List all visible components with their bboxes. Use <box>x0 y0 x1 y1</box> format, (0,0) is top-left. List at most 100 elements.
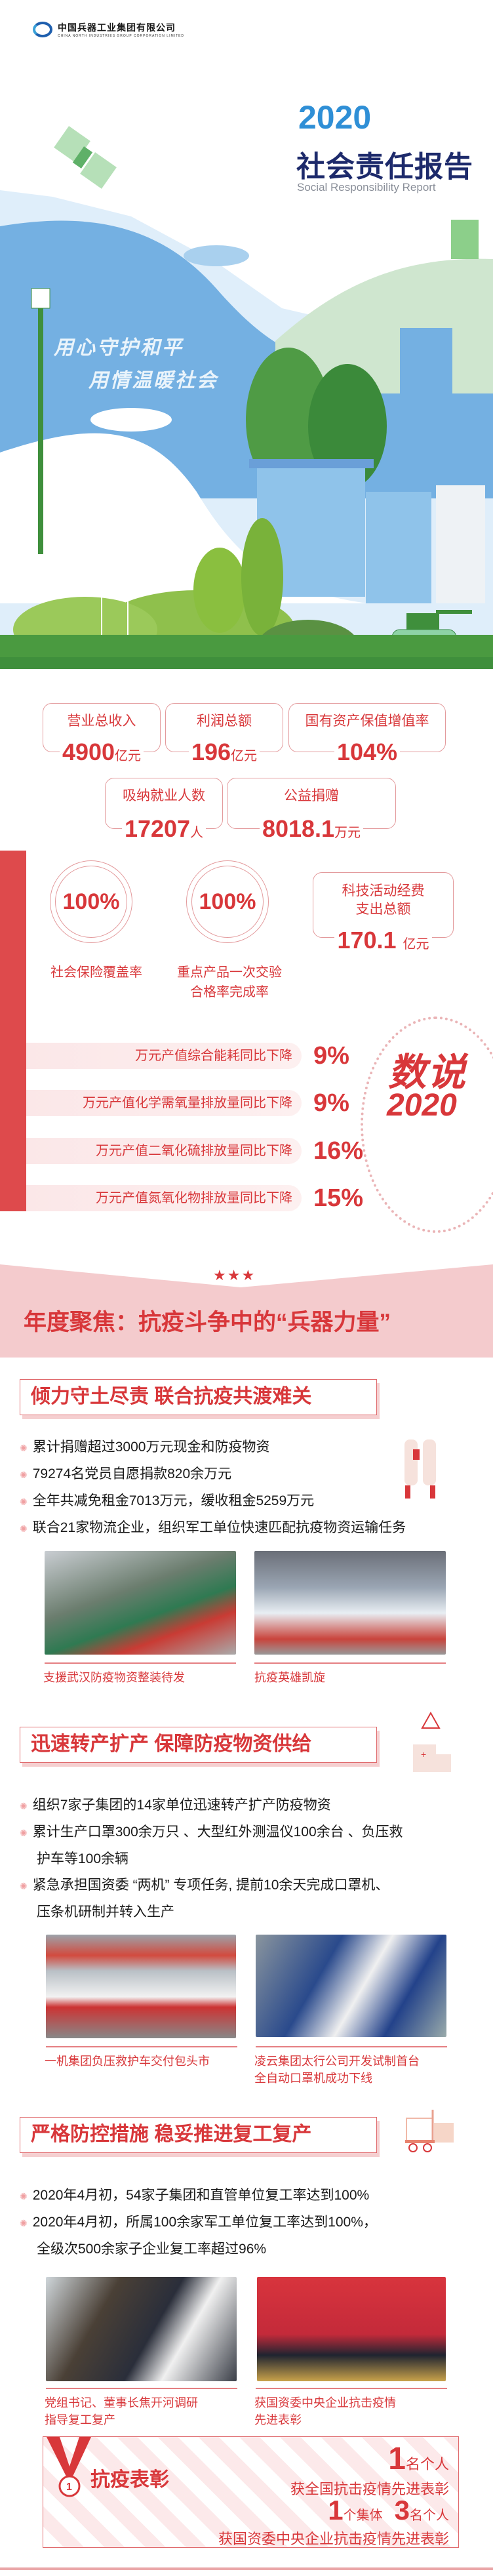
watchtower-icon <box>451 220 479 259</box>
rate-label-line1: 重点产品一次交验 <box>177 965 282 980</box>
stat-label: 国有资产保值增值率 <box>305 714 429 729</box>
building-icon <box>366 492 431 603</box>
rate-label: 重点产品一次交验 合格率完成率 <box>164 963 295 1002</box>
reduction-label: 万元产值化学需氧量排放量同比下降 <box>26 1090 302 1116</box>
rate-circle-inspection: 100% <box>186 860 269 943</box>
medical-workers-icon <box>404 1439 436 1499</box>
bullet-list: ✺ 组织7家子集团的14家单位迅速转产扩产防疫物资 ✺ 累计生产口罩300余万只 、… <box>20 1792 403 1925</box>
award-count: 1 <box>328 2495 344 2526</box>
rate-label: 社会保险覆盖率 <box>50 965 142 980</box>
bullet-icon: ✺ <box>20 1443 28 1453</box>
rate-label-line2: 合格率完成率 <box>190 985 269 999</box>
warning-box-icon: + <box>413 1712 451 1772</box>
ground <box>0 656 493 669</box>
reduction-label: 万元产值二氧化硫排放量同比下降 <box>26 1138 302 1164</box>
stat-label: 科技活动经费 <box>342 883 425 898</box>
photo-heroes-return <box>254 1551 446 1655</box>
bullet-item: ✺ 累计捐赠超过3000万元现金和防疫物资 <box>20 1439 270 1455</box>
reduction-label: 万元产值氮氧化物排放量同比下降 <box>26 1185 302 1211</box>
caption-divider <box>46 2388 237 2389</box>
bullet-item: ✺ 2020年4月初，54家子集团和直管单位复工率达到100% <box>20 2188 370 2203</box>
caption-divider <box>256 2388 447 2389</box>
cloud-icon <box>184 245 249 266</box>
bullet-item: ✺ 79274名党员自愿捐款820余万元 <box>20 1466 232 1481</box>
logo-name-en: CHINA NORTH INDUSTRIES GROUP CORPORATION… <box>58 34 185 38</box>
bullet-icon: ✺ <box>20 1828 28 1838</box>
red-sidebar <box>0 851 26 1211</box>
stat-unit: 万元 <box>334 826 361 840</box>
photo-caption: 一机集团负压救护车交付包头市 <box>45 2055 210 2068</box>
bullet-item-continued: 压条机研制并转入生产 <box>37 1904 174 1920</box>
caption-divider <box>45 1662 236 1664</box>
award-count: 3 <box>394 2495 410 2526</box>
bullet-item: ✺ 2020年4月初，所属100余家军工单位复工率达到100%， <box>20 2215 377 2230</box>
stat-label: 吸纳就业人数 <box>123 788 205 803</box>
bullet-item: ✺ 紧急承担国资委 “两机” 专项任务, 提前10余天完成口罩机、 <box>20 1878 389 1893</box>
bullet-icon: ✺ <box>20 1523 28 1534</box>
photo-caption: 抗疫英雄凯旋 <box>254 1671 325 1684</box>
company-logo: 中国兵器工业集团有限公司 CHINA NORTH INDUSTRIES GROU… <box>33 21 184 38</box>
reduction-value: 16% <box>313 1137 364 1165</box>
stat-value: 4900 <box>62 738 115 765</box>
slogan-line-1: 用心守护和平 <box>54 337 184 359</box>
reduction-value: 9% <box>313 1042 349 1070</box>
stat-label: 营业总收入 <box>67 714 136 729</box>
tree-icon <box>241 518 283 636</box>
award-count: 1 <box>388 2442 406 2476</box>
award-desc: 获国资委中央企业抗击疫情先进表彰 <box>218 2531 449 2547</box>
building-icon <box>436 485 485 603</box>
report-year: 2020 <box>298 99 372 136</box>
great-wall-tower-icon <box>400 328 452 407</box>
stat-unit: 亿元 <box>403 937 429 952</box>
award-unit: 个集体 <box>343 2508 383 2523</box>
photo-ambulance-delivery <box>46 1935 236 2038</box>
report-title: 社会责任报告 <box>296 151 473 183</box>
award-unit: 名个人 <box>410 2508 449 2523</box>
stat-unit: 人 <box>190 826 204 840</box>
photo-caption: 支援武汉防疫物资整装待发 <box>43 1671 185 1684</box>
bullet-list: ✺ 2020年4月初，54家子集团和直管单位复工率达到100% ✺ 2020年4月初… <box>20 2183 377 2263</box>
bullet-icon: ✺ <box>20 1881 28 1891</box>
stars-icon: ★★★ <box>213 1267 256 1283</box>
focus-title: 年度聚焦：抗疫斗争中的“兵器力量” <box>24 1310 391 1335</box>
caption-divider <box>256 2046 447 2047</box>
satellite-icon <box>54 126 117 189</box>
svg-text:+: + <box>421 1749 426 1760</box>
forklift-icon <box>405 2110 454 2152</box>
section-header: 迅速转产扩产 保障防疫物资供给 <box>20 1727 377 1763</box>
section-header: 严格防控措施 稳妥推进复工复产 <box>20 2117 377 2153</box>
bullet-icon: ✺ <box>20 2191 28 2202</box>
stat-donation: 公益捐赠 8018.1万元 <box>227 778 396 842</box>
caption-divider <box>254 1662 446 1664</box>
stat-label: 利润总额 <box>197 714 252 729</box>
reduction-value: 9% <box>313 1089 349 1117</box>
bottom-divider <box>0 2567 493 2570</box>
tree-icon <box>193 548 246 633</box>
stat-label: 支出总额 <box>355 902 411 917</box>
bullet-item: ✺ 组织7家子集团的14家单位迅速转产扩产防疫物资 <box>20 1798 331 1813</box>
caption-divider <box>46 2046 237 2047</box>
photo-inspection-visit <box>46 2277 237 2381</box>
award-box: 1 抗疫表彰 1名个人 获全国抗击疫情先进表彰 1个集体 3名个人 获国资委中央企… <box>43 2436 459 2548</box>
bullet-item: ✺ 联合21家物流企业，组织军工单位快速匹配抗疫物资运输任务 <box>20 1520 406 1535</box>
bullet-item: ✺ 全年共减免租金7013万元，缓收租金5259万元 <box>20 1493 315 1508</box>
photo-caption: 凌云集团太行公司开发试制首台 全自动口罩机成功下线 <box>254 2055 420 2085</box>
award-sasac: 1个集体 3名个人 <box>328 2495 449 2526</box>
medal-icon: 1 <box>47 2437 91 2497</box>
focus-band <box>0 1264 493 1358</box>
bullet-icon: ✺ <box>20 1801 28 1811</box>
stat-tech-spending: 科技活动经费 支出总额 170.1 亿元 <box>313 872 454 954</box>
stat-revenue: 营业总收入 4900亿元 <box>43 703 161 765</box>
award-title: 抗疫表彰 <box>90 2469 169 2491</box>
stat-profit: 利润总额 196亿元 <box>165 703 283 765</box>
data-badge-title: 数说 <box>388 1051 467 1094</box>
photo-caption: 党组书记、董事长焦开河调研 指导复工复产 <box>45 2396 198 2426</box>
stat-employment: 吸纳就业人数 17207人 <box>105 778 223 842</box>
section-header: 倾力守土尽责 联合抗疫共渡难关 <box>20 1379 377 1415</box>
tree-icon <box>308 364 387 489</box>
tree-icon <box>246 348 331 492</box>
photo-award-ceremony <box>257 2277 446 2381</box>
slogan-line-2: 用情温暖社会 <box>89 370 218 392</box>
rate-value: 100% <box>191 866 264 938</box>
